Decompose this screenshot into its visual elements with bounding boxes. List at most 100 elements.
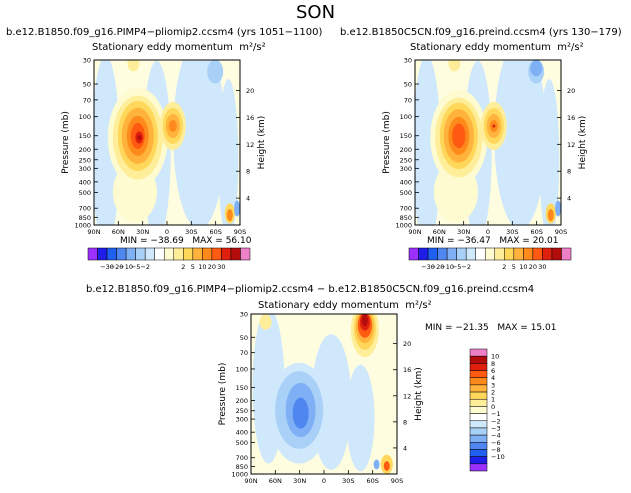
colorbar-right-box [551,247,562,261]
colorbar-diff-label: 0 [491,403,495,411]
panel-blue-band-far-east [218,79,239,225]
x-tick-label: 60S [530,228,542,236]
colorbar-left-label: −30 [100,263,114,271]
y-tick-label: 400 [236,429,248,437]
y-tick-label: 400 [400,178,412,186]
y-right-tick-label: 16 [246,114,254,122]
colorbar-left-box [125,247,136,261]
y-tick-label: 100 [236,365,248,373]
colorbar-diff-box [469,348,488,357]
colorbar-diff-box [469,442,488,450]
colorbar-diff-label: −8 [491,446,501,454]
y-right-axis-title: Height (km) [578,116,588,170]
x-tick-label: 90N [408,228,421,236]
y-tick-label: 850 [79,214,91,222]
colorbar-right-label: 20 [529,263,537,271]
y-right-axis-title: Height (km) [414,367,424,421]
colorbar-left-box [230,247,241,261]
y-tick-label: 30 [404,57,412,65]
y-tick-label: 1000 [231,471,248,479]
colorbar-diff-box [469,355,488,364]
panel-blue-band-far-east [539,79,560,225]
diff-surface-blue [373,459,380,470]
y-right-tick-label: 4 [567,195,571,203]
panel3-run-title: b.e12.B1850.f09_g16.PIMP4−pliomip2.ccsm4… [86,284,535,295]
panel-surface-blue [234,200,240,217]
colorbar-left-box [183,247,194,261]
colorbar-left-label: 10 [198,263,206,271]
page-title: SON [295,2,336,23]
y-tick-label: 400 [79,178,91,186]
panel3-field [251,314,397,474]
y-tick-label: 850 [400,214,412,222]
colorbar-diff-label: 2 [491,389,495,397]
x-tick-label: 30N [136,228,149,236]
panel-jet-max [137,135,142,141]
y-axis-title: Pressure (mb) [382,111,392,174]
y-tick-label: 200 [236,397,248,405]
colorbar-diff-label: 10 [491,353,499,361]
y-tick-label: 50 [83,81,91,89]
panel-eq-max [492,124,496,128]
panel-strat-yellow [127,60,140,72]
colorbar-left-box [221,247,232,261]
colorbar-right-label: 30 [538,263,546,271]
y-tick-label: 50 [240,334,248,342]
colorbar-diff-box [469,413,488,422]
panel1-title-text: Stationary eddy momentum [92,42,233,53]
y-tick-label: 300 [400,165,412,173]
colorbar-diff-box [469,449,488,457]
y-tick-label: 150 [236,384,248,392]
diff-surface-contour-2 [383,461,390,471]
colorbar-left-box [135,247,146,261]
colorbar-diff-box [469,406,488,414]
panel2-field [415,60,561,225]
x-tick-label: 90N [244,477,257,485]
colorbar-left-label: −20 [110,263,124,271]
panel1-max: 56.10 [225,236,252,246]
colorbar-diff-box [469,363,488,371]
diff-neg-contour-4 [292,397,309,429]
colorbar-right-box [465,247,476,261]
colorbar-left-box [97,247,108,261]
y-tick-label: 1000 [74,222,91,230]
colorbar-right-box [437,247,448,261]
panel2-title-text: Stationary eddy momentum [410,42,551,53]
colorbar-diff-label: 6 [491,367,495,375]
panel-surface-contour-2 [226,209,233,222]
panel-surface-blue [555,200,561,217]
colorbar-left-box [116,247,127,261]
y-right-tick-label: 4 [403,444,407,452]
y-tick-label: 70 [83,96,91,104]
y-right-axis-title: Height (km) [257,116,267,170]
colorbar-left-label: −2 [140,263,150,271]
y-tick-label: 150 [400,132,412,140]
panel2-min: −36.47 [457,236,491,246]
panel3-title: Stationary eddy momentum m²/s² [258,300,432,311]
x-tick-label: 30S [342,477,354,485]
x-tick-label: 30N [293,477,306,485]
colorbar-right-box [408,247,419,261]
colorbar-left-box [192,247,203,261]
colorbar-left-label: −10 [119,263,133,271]
y-tick-label: 100 [79,113,91,121]
y-right-tick-label: 20 [567,87,575,95]
colorbar-right-label: 5 [512,263,516,271]
x-tick-label: 60N [112,228,125,236]
colorbar-right-label: 2 [502,263,506,271]
colorbar-diff-label: 4 [491,374,495,382]
x-tick-label: 60S [209,228,221,236]
panel1-minmax: MIN = −38.69 MAX = 56.10 [120,236,251,246]
colorbar-left-label: 5 [191,263,195,271]
panel3-min-label: MIN = [425,323,456,333]
colorbar-right-box [456,247,467,261]
colorbar-diff-label: 8 [491,360,495,368]
y-tick-label: 30 [83,57,91,65]
y-tick-label: 300 [79,165,91,173]
colorbar-diff-label: 3 [491,381,495,389]
colorbar-left-box [163,247,175,261]
panel3-minmax: MIN = −21.35 MAX = 15.01 [425,323,556,333]
colorbar-diff-label: −4 [491,432,501,440]
x-tick-label: 0 [486,228,490,236]
panel1-field [94,60,240,225]
